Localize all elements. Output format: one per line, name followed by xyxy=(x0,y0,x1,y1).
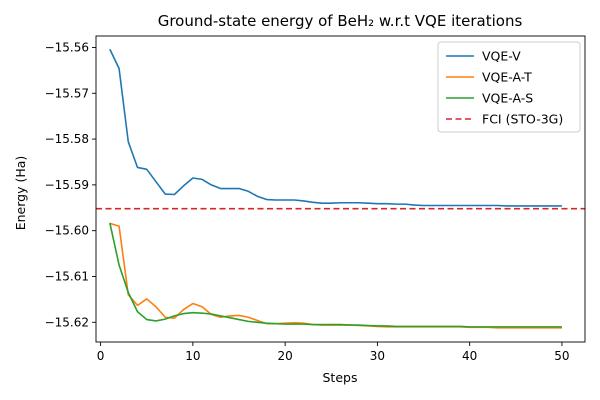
chart-title: Ground-state energy of BeH₂ w.r.t VQE it… xyxy=(158,12,523,30)
y-axis-label: Energy (Ha) xyxy=(13,156,28,231)
plot-area: 0 10 20 30 40 50 −15.56 −15.57 −15.58 −15.59 −15.6… xyxy=(45,35,586,363)
y-tick-label: −15.56 xyxy=(45,40,89,54)
series-group xyxy=(96,48,585,329)
x-tick-label: 50 xyxy=(554,349,569,363)
series-line-vqe-a-s xyxy=(109,222,562,328)
legend-label-vqe-v: VQE-V xyxy=(482,49,521,64)
x-tick-label: 0 xyxy=(97,349,105,363)
x-axis-label: Steps xyxy=(323,370,358,385)
legend-frame xyxy=(437,41,581,133)
x-tick-label: 30 xyxy=(370,349,385,363)
y-tick-label: −15.62 xyxy=(45,315,89,329)
y-tick-label: −15.57 xyxy=(45,86,89,100)
x-tick-label: 10 xyxy=(185,349,200,363)
legend-label-fci-sto-3g: FCI (STO-3G) xyxy=(482,112,563,127)
x-tick-label: 40 xyxy=(462,349,477,363)
y-tick-label: −15.60 xyxy=(45,224,89,238)
legend: VQE-V VQE-A-T VQE-A-S FCI (STO-3G) xyxy=(437,41,581,133)
y-tick-label: −15.58 xyxy=(45,132,89,146)
axes-frame xyxy=(95,35,586,343)
y-tick-label: −15.59 xyxy=(45,178,89,192)
y-tick-label: −15.61 xyxy=(45,269,89,283)
x-tick-label: 20 xyxy=(278,349,293,363)
legend-label-vqe-a-t: VQE-A-T xyxy=(482,70,532,85)
series-line-vqe-v xyxy=(109,48,562,207)
legend-label-vqe-a-s: VQE-A-S xyxy=(482,91,533,106)
